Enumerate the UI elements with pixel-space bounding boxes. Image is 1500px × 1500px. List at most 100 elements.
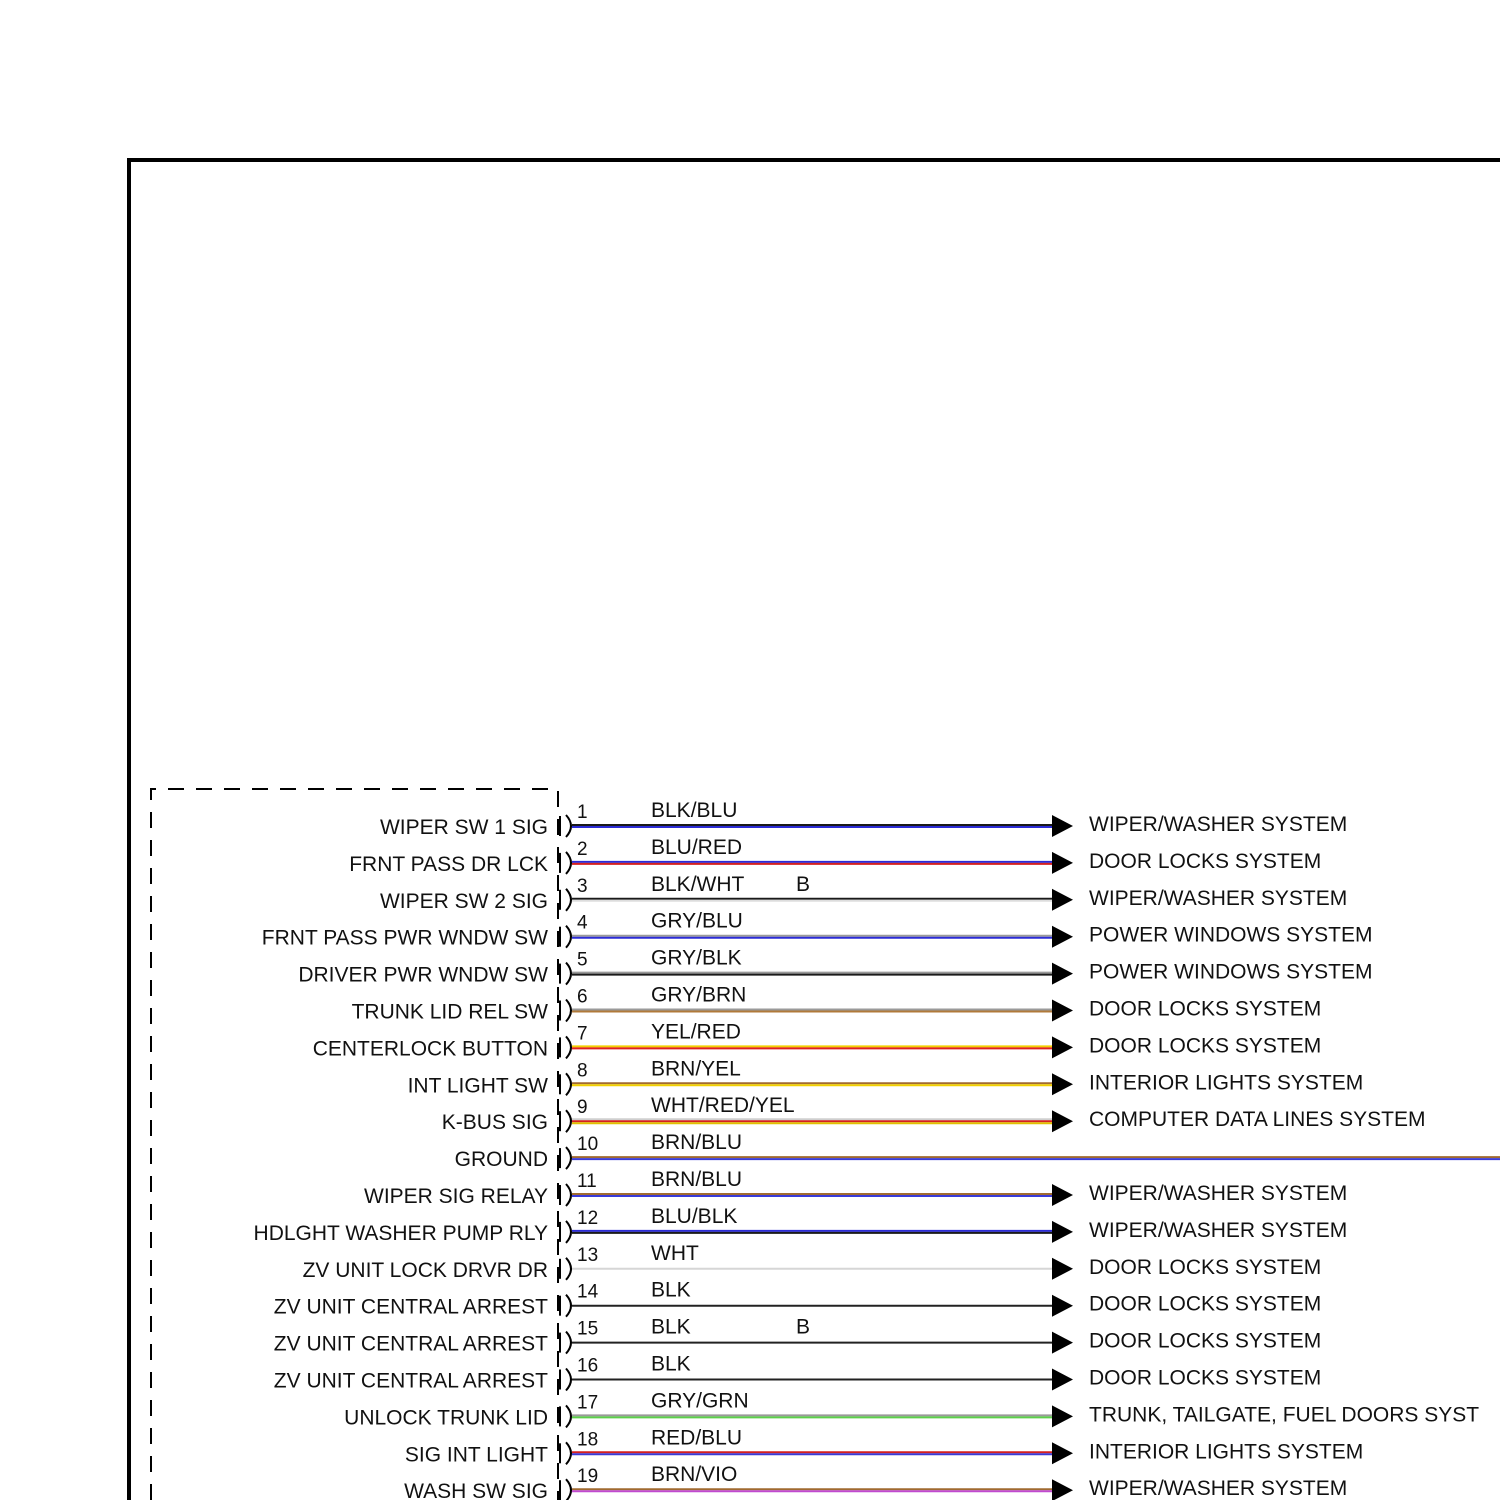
circuit-label: WIPER SIG RELAY: [364, 1185, 548, 1208]
circuit-label: ZV UNIT CENTRAL ARREST: [274, 1296, 548, 1319]
pin-number: 5: [577, 950, 588, 971]
pin-row: WASH SW SIG 19 BRN/VIO WIPER/WASHER SYSTEM: [404, 1463, 1347, 1500]
pin-row: FRNT PASS DR LCK 2 BLU/RED DOOR LOCKS SYSTE…: [349, 836, 1321, 876]
pin-number: 17: [577, 1392, 598, 1413]
pin-number: 2: [577, 839, 588, 860]
pin-row: ZV UNIT CENTRAL ARREST 14 BLK DOOR LOCKS SY…: [274, 1279, 1321, 1319]
arrow-icon: [1052, 962, 1073, 985]
wire-color-label: BLK: [651, 1353, 691, 1376]
pin-number: 12: [577, 1208, 598, 1229]
terminal-symbol: [565, 1330, 572, 1355]
terminal-symbol: [565, 925, 572, 949]
pin-number: 15: [577, 1319, 598, 1340]
destination-system-label: DOOR LOCKS SYSTEM: [1089, 850, 1321, 873]
pin-number: 13: [577, 1245, 598, 1266]
pin-number: 14: [577, 1282, 599, 1303]
wire-color-label: BLK/WHT: [651, 873, 745, 896]
destination-system-label: WIPER/WASHER SYSTEM: [1089, 1477, 1347, 1500]
terminal-symbol: [565, 1478, 572, 1500]
wire-color-label: BLK: [651, 1316, 691, 1339]
destination-system-label: INTERIOR LIGHTS SYSTEM: [1089, 1071, 1363, 1094]
arrow-icon: [1052, 1442, 1073, 1465]
terminal-symbol: [565, 1183, 572, 1207]
circuit-label: DRIVER PWR WNDW SW: [298, 964, 548, 987]
circuit-label: K-BUS SIG: [442, 1111, 548, 1134]
circuit-label: CENTERLOCK BUTTON: [313, 1037, 548, 1060]
circuit-label: WIPER SW 2 SIG: [380, 890, 548, 913]
arrow-icon: [1052, 1368, 1073, 1391]
pin-row: UNLOCK TRUNK LID 17 GRY/GRN TRUNK, TAILGATE…: [344, 1389, 1479, 1429]
arrow-icon: [1052, 1110, 1073, 1133]
pin-row: GROUND 10 BRN/BLU: [455, 1131, 1500, 1171]
destination-system-label: DOOR LOCKS SYSTEM: [1089, 1367, 1321, 1390]
pin-row: ZV UNIT LOCK DRVR DR 13 WHT DOOR LOCKS SYST…: [303, 1242, 1322, 1282]
terminal-symbol: [565, 1220, 572, 1244]
destination-system-label: TRUNK, TAILGATE, FUEL DOORS SYST: [1089, 1403, 1479, 1426]
pin-row: FRNT PASS PWR WNDW SW 4 GRY/BLU POWER WINDO…: [262, 910, 1373, 950]
terminal-symbol: [565, 1441, 572, 1465]
arrow-icon: [1052, 1220, 1073, 1243]
wire-color-label: GRY/GRN: [651, 1389, 749, 1412]
destination-system-label: INTERIOR LIGHTS SYSTEM: [1089, 1440, 1363, 1463]
splice-label: B: [796, 873, 810, 896]
circuit-label: TRUNK LID REL SW: [352, 1001, 549, 1024]
pin-number: 1: [577, 802, 588, 823]
pin-row: SIG INT LIGHT 18 RED/BLU INTERIOR LIGHTS SY…: [405, 1426, 1363, 1466]
pin-number: 16: [577, 1356, 598, 1377]
pin-row: CENTERLOCK BUTTON 7 YEL/RED DOOR LOCKS SYST…: [313, 1020, 1322, 1060]
pin-row: TRUNK LID REL SW 6 GRY/BRN DOOR LOCKS SYSTE…: [352, 984, 1322, 1024]
terminal-symbol: [565, 1367, 572, 1392]
terminal-symbol: [565, 1035, 572, 1060]
wire-color-label: BRN/BLU: [651, 1131, 742, 1154]
connector-pins: WIPER SW 1 SIG 1 BLK/BLU WIPER/WASHER SYSTE…: [254, 799, 1500, 1500]
wire-color-label: GRY/BLK: [651, 947, 742, 970]
wire-color-label: BLK: [651, 1279, 691, 1302]
destination-system-label: COMPUTER DATA LINES SYSTEM: [1089, 1108, 1425, 1131]
destination-system-label: WIPER/WASHER SYSTEM: [1089, 813, 1347, 836]
circuit-label: SIG INT LIGHT: [405, 1443, 548, 1466]
arrow-icon: [1052, 1331, 1073, 1354]
wire-color-label: BRN/VIO: [651, 1463, 737, 1486]
destination-system-label: DOOR LOCKS SYSTEM: [1089, 1330, 1321, 1353]
wire-color-label: YEL/RED: [651, 1020, 741, 1043]
terminal-symbol: [565, 998, 572, 1023]
destination-system-label: POWER WINDOWS SYSTEM: [1089, 961, 1373, 984]
pin-number: 7: [577, 1023, 588, 1044]
pin-number: 19: [577, 1466, 598, 1487]
destination-system-label: DOOR LOCKS SYSTEM: [1089, 1256, 1321, 1279]
arrow-icon: [1052, 1073, 1073, 1096]
pin-row: DRIVER PWR WNDW SW 5 GRY/BLK POWER WINDOWS …: [298, 947, 1372, 987]
destination-system-label: POWER WINDOWS SYSTEM: [1089, 924, 1373, 947]
circuit-label: ZV UNIT CENTRAL ARREST: [274, 1370, 548, 1393]
circuit-label: ZV UNIT CENTRAL ARREST: [274, 1333, 548, 1356]
terminal-symbol: [565, 814, 572, 838]
circuit-label: UNLOCK TRUNK LID: [344, 1406, 548, 1429]
terminal-symbol: [565, 1404, 572, 1429]
wire-color-label: BRN/BLU: [651, 1168, 742, 1191]
wire-color-label: WHT/RED/YEL: [651, 1094, 795, 1117]
pin-row: K-BUS SIG 9 WHT/RED/YEL COMPUTER DATA LINES…: [442, 1094, 1426, 1134]
circuit-label: FRNT PASS PWR WNDW SW: [262, 927, 548, 950]
terminal-symbol: [565, 1294, 572, 1318]
destination-system-label: DOOR LOCKS SYSTEM: [1089, 1293, 1321, 1316]
circuit-label: WASH SW SIG: [404, 1480, 548, 1500]
pin-number: 3: [577, 876, 588, 897]
pin-row: INT LIGHT SW 8 BRN/YEL INTERIOR LIGHTS SYST…: [408, 1057, 1364, 1097]
wire-color-label: WHT: [651, 1242, 699, 1265]
pin-number: 11: [577, 1171, 597, 1192]
destination-system-label: WIPER/WASHER SYSTEM: [1089, 887, 1347, 910]
wire-color-label: BLK/BLU: [651, 799, 737, 822]
circuit-label: FRNT PASS DR LCK: [349, 853, 548, 876]
arrow-icon: [1052, 888, 1073, 911]
terminal-symbol: [565, 1146, 572, 1170]
arrow-icon: [1052, 1405, 1073, 1428]
pin-number: 18: [577, 1429, 598, 1450]
circuit-label: HDLGHT WASHER PUMP RLY: [254, 1222, 548, 1245]
terminal-symbol: [565, 1257, 572, 1281]
arrow-icon: [1052, 1257, 1073, 1280]
pin-number: 6: [577, 987, 588, 1008]
destination-system-label: DOOR LOCKS SYSTEM: [1089, 998, 1321, 1021]
arrow-icon: [1052, 1479, 1073, 1500]
pin-row: HDLGHT WASHER PUMP RLY 12 BLU/BLK WIPER/WAS…: [254, 1205, 1348, 1245]
terminal-symbol: [565, 1072, 572, 1096]
